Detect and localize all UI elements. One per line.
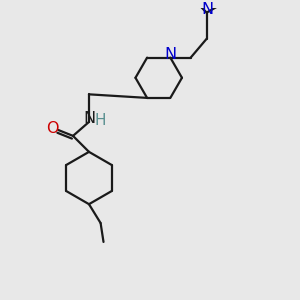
Text: O: O — [46, 121, 58, 136]
Text: H: H — [94, 113, 106, 128]
Text: N: N — [201, 2, 213, 16]
Text: N: N — [83, 111, 95, 126]
Text: N: N — [165, 47, 177, 62]
